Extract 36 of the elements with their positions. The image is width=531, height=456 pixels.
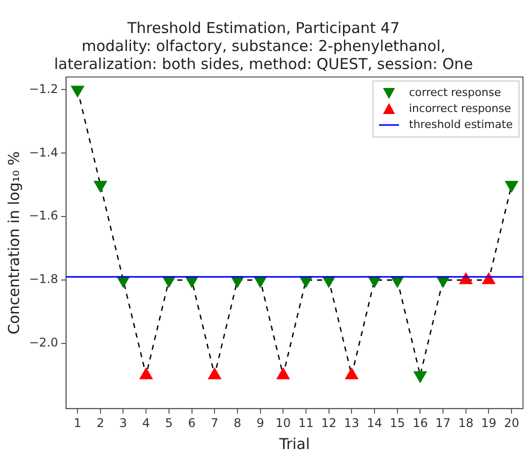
x-tick-label: 2 (96, 416, 104, 430)
x-tick-label: 20 (504, 416, 520, 430)
y-tick-label: −2.0 (29, 336, 58, 350)
point (70, 86, 84, 98)
x-tick-label: 14 (366, 416, 382, 430)
x-tick-label: 15 (390, 416, 406, 430)
point (93, 180, 108, 193)
x-tick-label: 4 (142, 416, 150, 430)
chart-subtitle: modality: olfactory, substance: 2-phenylethanol, lateralization: both sides, method: QUEST, session: One (54, 36, 473, 73)
x-tick-label: 11 (298, 416, 314, 430)
x-tick-label: 7 (210, 416, 218, 430)
x-tick-label: 10 (276, 416, 291, 430)
point (413, 371, 428, 384)
x-tick-label: 5 (165, 416, 173, 430)
x-tick-label: 13 (344, 416, 360, 430)
x-axis-title: Trial (278, 434, 310, 453)
point (504, 180, 519, 193)
x-tick-label: 17 (435, 416, 451, 430)
x-tick-label: 9 (256, 416, 264, 430)
y-tick-label: −1.8 (29, 272, 58, 286)
legend-label: threshold estimate (409, 118, 513, 131)
x-tick-label: 6 (188, 416, 196, 430)
y-tick-label: −1.4 (29, 145, 58, 160)
x-tick-label: 1 (74, 416, 82, 430)
y-tick-label: −1.6 (29, 208, 58, 223)
chart-title: Threshold Estimation, Participant 47 (126, 18, 400, 37)
x-tick-label: 3 (119, 416, 128, 430)
legend-label: incorrect response (409, 102, 512, 115)
x-tick-label: 8 (234, 416, 242, 430)
y-tick-label: −1.2 (29, 82, 58, 96)
x-tick-label: 12 (321, 416, 336, 430)
y-axis-title: Concentration in log₁₀ % (4, 151, 23, 334)
x-tick-label: 18 (458, 416, 474, 430)
x-tick-label: 16 (412, 416, 428, 430)
x-tick-label: 19 (481, 416, 496, 430)
legend-label: correct response (409, 86, 502, 99)
